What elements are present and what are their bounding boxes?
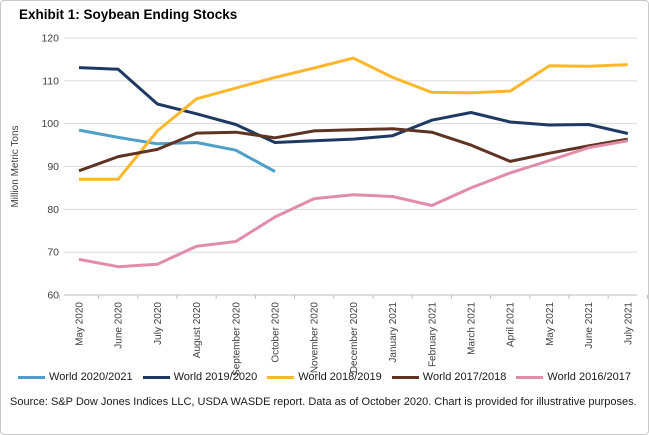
legend-label: World 2020/2021 xyxy=(49,371,133,383)
svg-text:April 2021: April 2021 xyxy=(506,302,517,347)
svg-text:September 2020: September 2020 xyxy=(231,302,242,376)
svg-text:May 2020: May 2020 xyxy=(75,302,86,346)
svg-text:120: 120 xyxy=(41,33,59,45)
legend-item: World 2018/2019 xyxy=(267,371,382,383)
chart-legend: World 2020/2021 World 2019/2020 World 2018… xyxy=(1,371,648,383)
svg-text:June 2020: June 2020 xyxy=(114,302,125,349)
svg-text:July 2020: July 2020 xyxy=(153,302,164,345)
svg-text:July 2021: July 2021 xyxy=(623,302,634,345)
legend-item: World 2017/2018 xyxy=(391,371,507,383)
series-line-world-2019-2020 xyxy=(78,66,629,144)
legend-label: World 2019/2020 xyxy=(173,371,258,383)
legend-line-swatch xyxy=(516,375,544,379)
series-line-world-2020-2021 xyxy=(78,128,276,173)
x-axis-ticks xyxy=(58,295,648,299)
svg-text:80: 80 xyxy=(47,204,59,216)
legend-label: World 2016/2017 xyxy=(547,371,631,383)
source-note: Source: S&P Dow Jones Indices LLC, USDA … xyxy=(10,396,637,408)
legend-item: World 2019/2020 xyxy=(142,371,258,383)
svg-text:August 2020: August 2020 xyxy=(192,302,203,359)
y-axis-title: Million Metric Tons xyxy=(10,125,21,207)
legend-line-swatch xyxy=(142,375,170,379)
svg-text:October 2020: October 2020 xyxy=(271,302,282,363)
gridlines xyxy=(64,37,637,296)
svg-text:December 2020: December 2020 xyxy=(349,302,360,374)
svg-text:60: 60 xyxy=(47,290,59,302)
legend-item: World 2020/2021 xyxy=(18,371,133,383)
legend-label: World 2017/2018 xyxy=(422,371,507,383)
series-line-world-2018-2019 xyxy=(79,56,628,181)
svg-text:100: 100 xyxy=(41,118,59,130)
svg-text:70: 70 xyxy=(47,247,59,259)
legend-label: World 2018/2019 xyxy=(298,371,382,383)
svg-text:May 2021: May 2021 xyxy=(545,302,556,346)
svg-text:January 2021: January 2021 xyxy=(388,302,399,363)
svg-text:February 2021: February 2021 xyxy=(427,302,438,367)
svg-text:November 2020: November 2020 xyxy=(310,302,321,374)
series-line-world-2016-2017 xyxy=(78,139,629,269)
legend-line-swatch xyxy=(391,375,419,379)
chart-title: Exhibit 1: Soybean Ending Stocks xyxy=(19,7,238,22)
legend-item: World 2016/2017 xyxy=(516,371,631,383)
x-axis-tick-labels: May 2020 June 2020 July 2020 August 2020 Sep… xyxy=(75,302,635,376)
y-axis-tick-labels: 60 70 80 90 100 110 120 xyxy=(41,33,59,302)
svg-text:110: 110 xyxy=(42,75,59,87)
series-line-world-2017-2018 xyxy=(78,127,629,173)
legend-line-swatch xyxy=(267,375,295,379)
svg-text:March 2021: March 2021 xyxy=(467,302,478,355)
svg-text:90: 90 xyxy=(47,161,59,173)
legend-line-swatch xyxy=(18,375,46,379)
svg-text:June 2021: June 2021 xyxy=(584,302,595,349)
